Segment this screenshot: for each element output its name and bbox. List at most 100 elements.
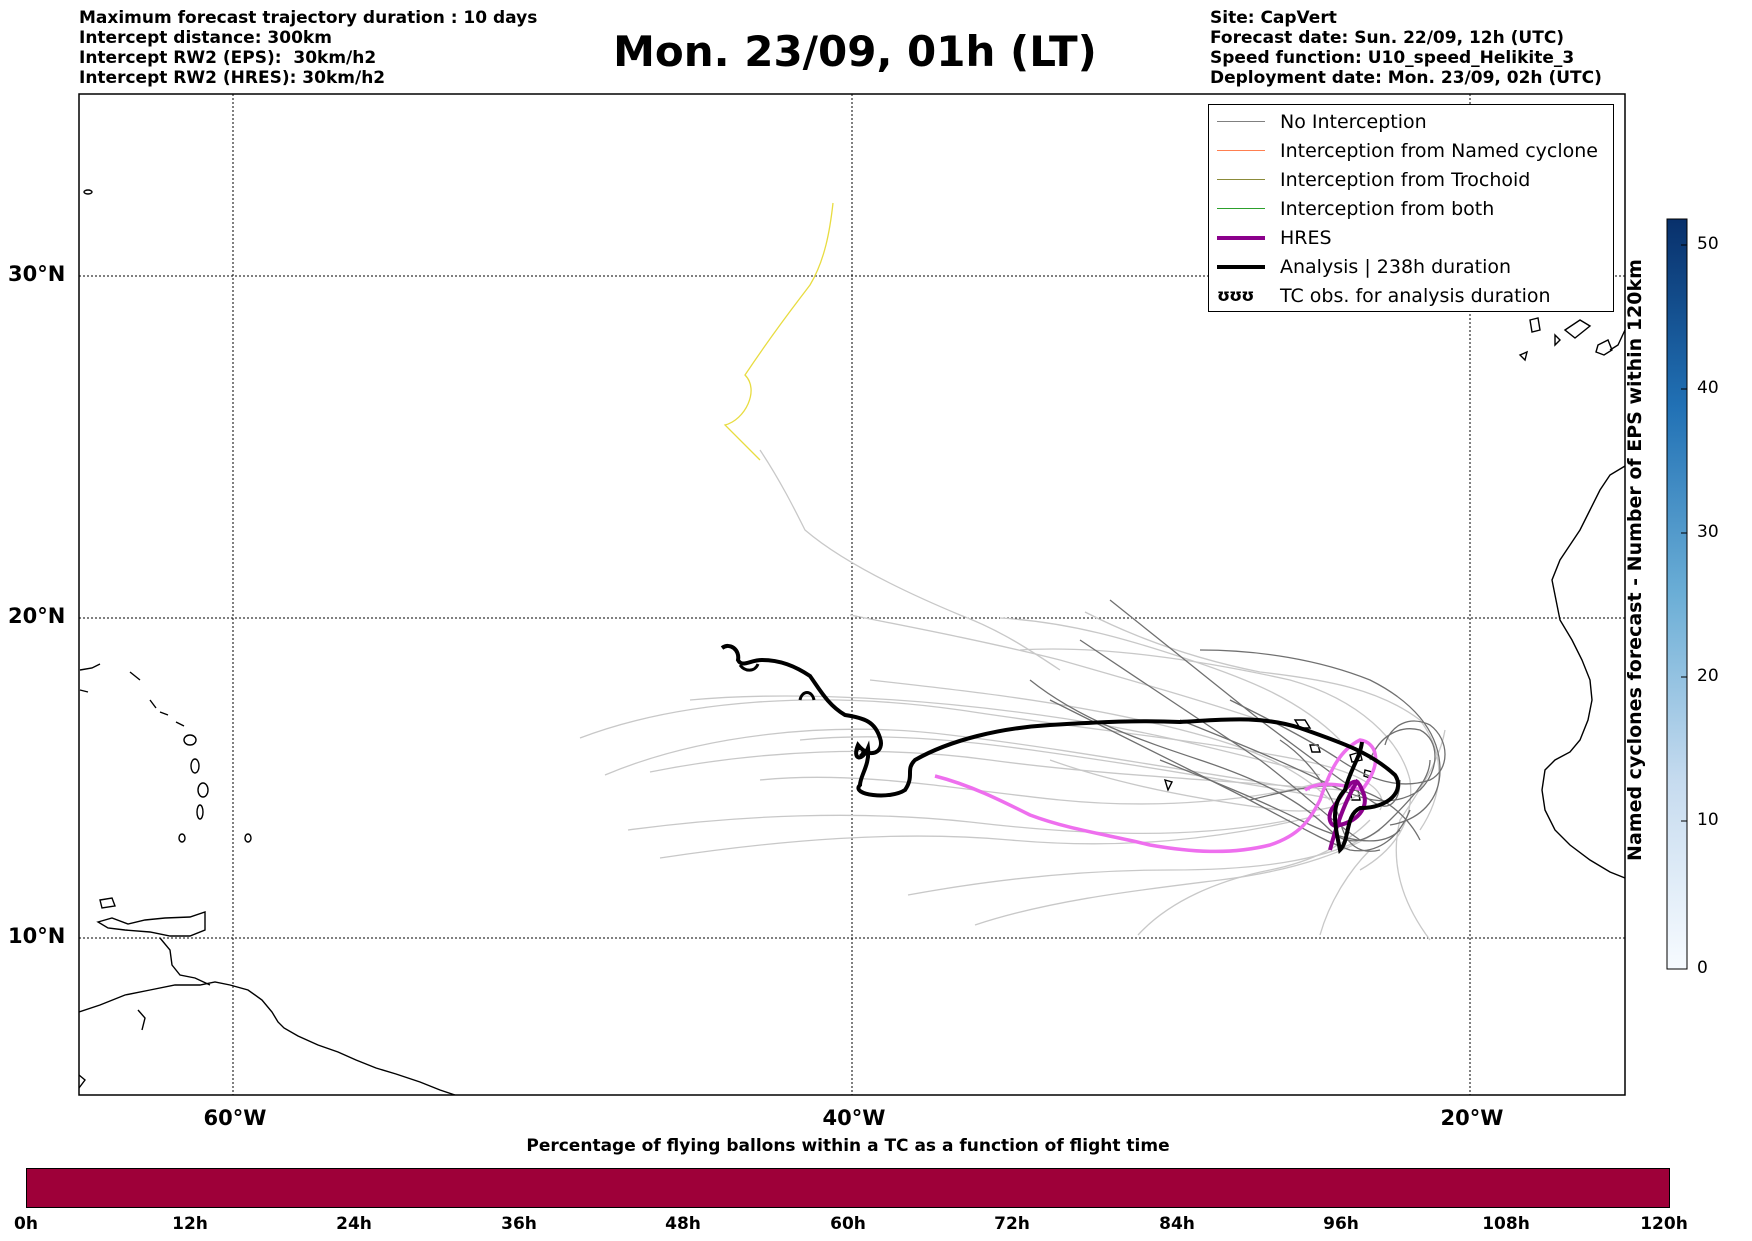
legend-item-no-interception: No Interception (1217, 107, 1427, 136)
coast-fragment-3 (137, 1009, 146, 1031)
eps-trajectory (1395, 729, 1446, 941)
island (99, 897, 116, 909)
tc-obs-loop-3 (855, 746, 865, 758)
vcb-tick-30: 30 (1697, 522, 1719, 542)
south-america-coast (79, 981, 456, 1095)
canary-island-4 (1595, 339, 1613, 356)
canary-island-1 (1529, 317, 1541, 333)
legend-label: HRES (1280, 226, 1332, 249)
legend-item-tc-obs: ʊʊʊ TC obs. for analysis duration (1217, 281, 1551, 310)
hcb-tick-120h: 120h (1640, 1214, 1688, 1234)
horizontal-colorbar (26, 1168, 1670, 1208)
island-barbados (244, 833, 252, 843)
eps-trajectory (759, 449, 1061, 671)
eps-trajectory (627, 814, 1291, 835)
hcb-tick-36h: 36h (501, 1214, 537, 1234)
hcb-tick-96h: 96h (1323, 1214, 1359, 1234)
header-line-max-duration: Maximum forecast trajectory duration : 1… (79, 8, 538, 28)
island-fragment (79, 689, 89, 693)
legend-label: Interception from Trochoid (1280, 168, 1531, 191)
header-line-intercept-distance: Intercept distance: 300km (79, 28, 332, 48)
hcb-tick-84h: 84h (1159, 1214, 1195, 1234)
eps-trajectory-dark (1199, 649, 1441, 826)
hcb-tick-24h: 24h (336, 1214, 372, 1234)
map-title: Mon. 23/09, 01h (LT) (613, 27, 1097, 76)
cape-verde-island-1 (1293, 719, 1312, 729)
hcb-tick-108h: 108h (1482, 1214, 1530, 1234)
eps-trajectory (849, 614, 1261, 721)
eps-trajectory (759, 776, 1331, 805)
map-area (79, 94, 1625, 1095)
analysis-trajectory (720, 643, 1401, 855)
vertical-colorbar (1666, 218, 1688, 970)
eps-trajectory (659, 814, 1321, 859)
hcb-tick-72h: 72h (994, 1214, 1030, 1234)
header-line-forecast-date: Forecast date: Sun. 22/09, 12h (UTC) (1210, 28, 1565, 48)
legend-swatch-black (1217, 264, 1265, 269)
header-line-speed-function: Speed function: U10_speed_Helikite_3 (1210, 48, 1575, 68)
eps-trajectories (579, 449, 1446, 941)
eps-trajectory (1319, 849, 1371, 936)
canary-island-5 (1518, 350, 1529, 362)
header-info-right: Site: CapVert Forecast date: Sun. 22/09,… (1210, 8, 1602, 88)
lat-label-10n: 10°N (8, 924, 66, 948)
island-martinique (190, 758, 200, 774)
eps-trajectory (1049, 759, 1371, 812)
header-line-deployment-date: Deployment date: Mon. 23/09, 02h (UTC) (1210, 68, 1602, 88)
coast-fragment-4 (1609, 329, 1625, 351)
island-stlucia (196, 804, 204, 820)
legend-item-hres: HRES (1217, 223, 1332, 252)
vcb-tick-10: 10 (1697, 810, 1719, 830)
hispaniola-coast (79, 663, 101, 671)
eps-trajectory (689, 695, 1321, 776)
lon-label-40w: 40°W (822, 1106, 886, 1130)
tc-obs-symbol-icon: ʊʊʊ (1217, 285, 1254, 306)
africa-coast (1541, 465, 1625, 879)
legend-item-trochoid: Interception from Trochoid (1217, 165, 1530, 194)
hcb-tick-0h: 0h (14, 1214, 38, 1234)
hcb-tick-48h: 48h (665, 1214, 701, 1234)
eps-trajectory-dark (1159, 759, 1401, 842)
legend-item-both: Interception from both (1217, 194, 1494, 223)
lon-label-60w: 60°W (203, 1106, 267, 1130)
hres-trajectory (934, 738, 1378, 854)
trochoid-trajectory-yellow (723, 202, 834, 461)
horizontal-colorbar-title: Percentage of flying ballons within a TC… (526, 1136, 1170, 1156)
legend-swatch-olive (1217, 179, 1265, 180)
header-info-left: Maximum forecast trajectory duration : 1… (79, 8, 537, 88)
vertical-colorbar-ticks (1681, 244, 1687, 822)
legend-swatch-purple (1217, 235, 1265, 240)
cape-verde-island-2 (1349, 751, 1363, 763)
island-guadeloupe (183, 734, 197, 746)
map-legend: No Interception Interception from Named … (1208, 104, 1614, 312)
eps-trajectory-dark (1229, 699, 1446, 785)
vcb-tick-0: 0 (1697, 958, 1708, 978)
coastlines (79, 189, 1625, 1095)
canary-island-2 (1554, 333, 1561, 347)
legend-label: TC obs. for analysis duration (1280, 284, 1551, 307)
map-frame (78, 93, 1626, 1096)
virgin-islands (129, 671, 185, 727)
eps-trajectory (799, 736, 1341, 801)
eps-trajectory-dark (1049, 699, 1411, 852)
island-dominica (197, 782, 209, 798)
eps-trajectory (907, 839, 1361, 896)
cape-verde-island-6 (1163, 778, 1174, 792)
tc-obs-loop-2 (798, 691, 816, 701)
legend-swatch-green (1217, 208, 1265, 209)
hres-trajectory-dark (1327, 779, 1367, 828)
legend-label: Analysis | 238h duration (1280, 255, 1512, 278)
eps-trajectory-dark (1179, 719, 1436, 802)
eps-trajectory (649, 750, 1341, 791)
header-line-intercept-eps: Intercept RW2 (EPS): 30km/h2 (79, 48, 377, 68)
tc-obs-loop (738, 663, 760, 672)
eps-trajectory (604, 728, 1311, 791)
hcb-tick-12h: 12h (172, 1214, 208, 1234)
vcb-tick-20: 20 (1697, 666, 1719, 686)
eps-trajectory (999, 617, 1341, 741)
legend-swatch-orange (1217, 150, 1265, 151)
legend-label: No Interception (1280, 110, 1427, 133)
legend-item-named-cyclone: Interception from Named cyclone (1217, 136, 1598, 165)
coast-fragment-2 (159, 937, 211, 986)
legend-label: Interception from both (1280, 197, 1495, 220)
